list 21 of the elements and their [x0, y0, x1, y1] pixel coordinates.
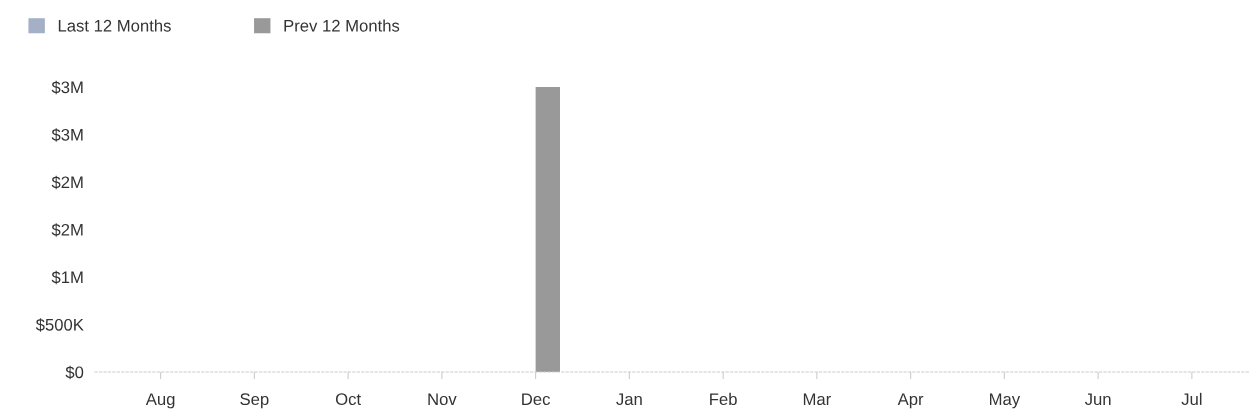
x-tick-label: Feb [710, 392, 737, 406]
y-tick-label: $2M [51, 223, 83, 237]
y-tick-label: $1M [51, 270, 83, 285]
x-tick-label: Nov [428, 393, 457, 406]
y-tick-label: $2M [51, 175, 83, 190]
x-tick-label: Jul [1181, 392, 1202, 406]
x-tick-label: Dec [522, 393, 550, 406]
x-tick-label: Jan [616, 393, 642, 406]
y-tick-label: $500K [35, 318, 84, 332]
x-tick-label: Aug [145, 393, 175, 409]
x-tick-label: May [990, 393, 1021, 409]
legend-label: Last 12 Months [58, 19, 171, 32]
x-tick-label: Jun [1084, 393, 1111, 406]
x-tick-label: Oct [335, 393, 361, 406]
y-tick-label: $3M [51, 80, 83, 95]
y-tick-label: $3M [51, 128, 83, 142]
x-tick-label: Mar [803, 393, 831, 406]
x-tick-label: Apr [897, 393, 924, 409]
y-tick-label: $0 [65, 365, 84, 380]
legend-label: Prev 12 Months [284, 19, 400, 32]
x-tick-label: Sep [240, 393, 269, 409]
